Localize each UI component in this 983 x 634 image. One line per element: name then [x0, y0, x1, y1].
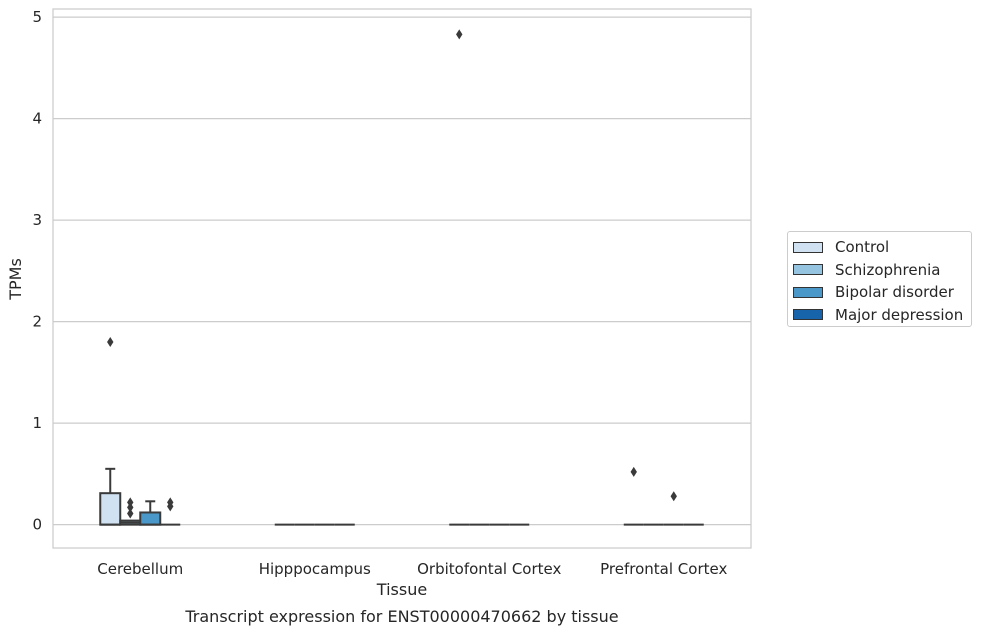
- y-tick-label-5: 5: [32, 8, 42, 26]
- plot-frame: [52, 8, 752, 549]
- outlier-control-cerebellum-0: [107, 336, 114, 347]
- y-tick-label-4: 4: [32, 110, 42, 128]
- legend-item-schizophrenia: Schizophrenia: [793, 259, 971, 282]
- legend-swatch-schizophrenia: [793, 264, 823, 276]
- box-control-cerebellum: [99, 336, 122, 526]
- legend-label-schizophrenia: Schizophrenia: [835, 260, 941, 279]
- box-bipolar-disorder-prefrontal-cortex: [663, 491, 684, 526]
- outlier-control-prefrontal-cortex-0: [630, 466, 637, 477]
- boxes: [99, 29, 704, 526]
- y-tick-label-3: 3: [32, 211, 42, 229]
- legend-label-major-depression: Major depression: [835, 305, 964, 324]
- outlier-schizophrenia-cerebellum-0: [127, 508, 134, 519]
- box-body-control-cerebellum: [99, 492, 122, 526]
- chart-title: Transcript expression for ENST0000047066…: [184, 607, 618, 626]
- box-major-depression-cerebellum: [160, 497, 181, 526]
- y-axis-label: TPMs: [6, 258, 25, 301]
- outlier-schizophrenia-cerebellum-1: [127, 502, 134, 513]
- legend-item-control: Control: [793, 236, 971, 259]
- box-bipolar-disorder-cerebellum: [139, 500, 162, 526]
- x-tick-label-prefrontal-cortex: Prefrontal Cortex: [600, 560, 727, 578]
- gridlines: [53, 16, 751, 526]
- legend-swatch-bipolar-disorder: [793, 286, 823, 298]
- legend-swatch-control: [793, 241, 823, 253]
- x-axis-label: Tissue: [376, 580, 427, 599]
- outlier-schizophrenia-cerebellum-2: [127, 497, 134, 508]
- legend-label-control: Control: [835, 238, 890, 257]
- legend: Control Schizophrenia Bipolar disorder M…: [787, 231, 972, 327]
- x-tick-labels: Cerebellum Hipppocampus Orbitofontal Corte…: [97, 560, 727, 578]
- outlier-control-orbitofontal-cortex-0: [456, 29, 463, 40]
- box-body-bipolar-disorder-cerebellum: [139, 511, 162, 526]
- box-control-prefrontal-cortex: [623, 466, 644, 526]
- legend-swatch-major-depression: [793, 309, 823, 321]
- x-tick-label-cerebellum: Cerebellum: [97, 560, 183, 578]
- y-tick-labels: 0 1 2 3 4 5: [32, 8, 42, 534]
- legend-item-bipolar-disorder: Bipolar disorder: [793, 281, 971, 304]
- y-tick-label-1: 1: [32, 414, 42, 432]
- x-tick-label-orbitofontal-cortex: Orbitofontal Cortex: [417, 560, 561, 578]
- outlier-major-depression-cerebellum-1: [167, 497, 174, 508]
- y-tick-label-2: 2: [32, 313, 42, 331]
- outlier-bipolar-disorder-prefrontal-cortex-0: [670, 491, 677, 502]
- box-schizophrenia-cerebellum: [119, 497, 142, 526]
- x-tick-label-hipppocampus: Hipppocampus: [259, 560, 371, 578]
- legend-item-major-depression: Major depression: [793, 304, 971, 327]
- y-tick-label-0: 0: [32, 516, 42, 534]
- legend-label-bipolar-disorder: Bipolar disorder: [835, 283, 954, 302]
- box-control-orbitofontal-cortex: [449, 29, 470, 526]
